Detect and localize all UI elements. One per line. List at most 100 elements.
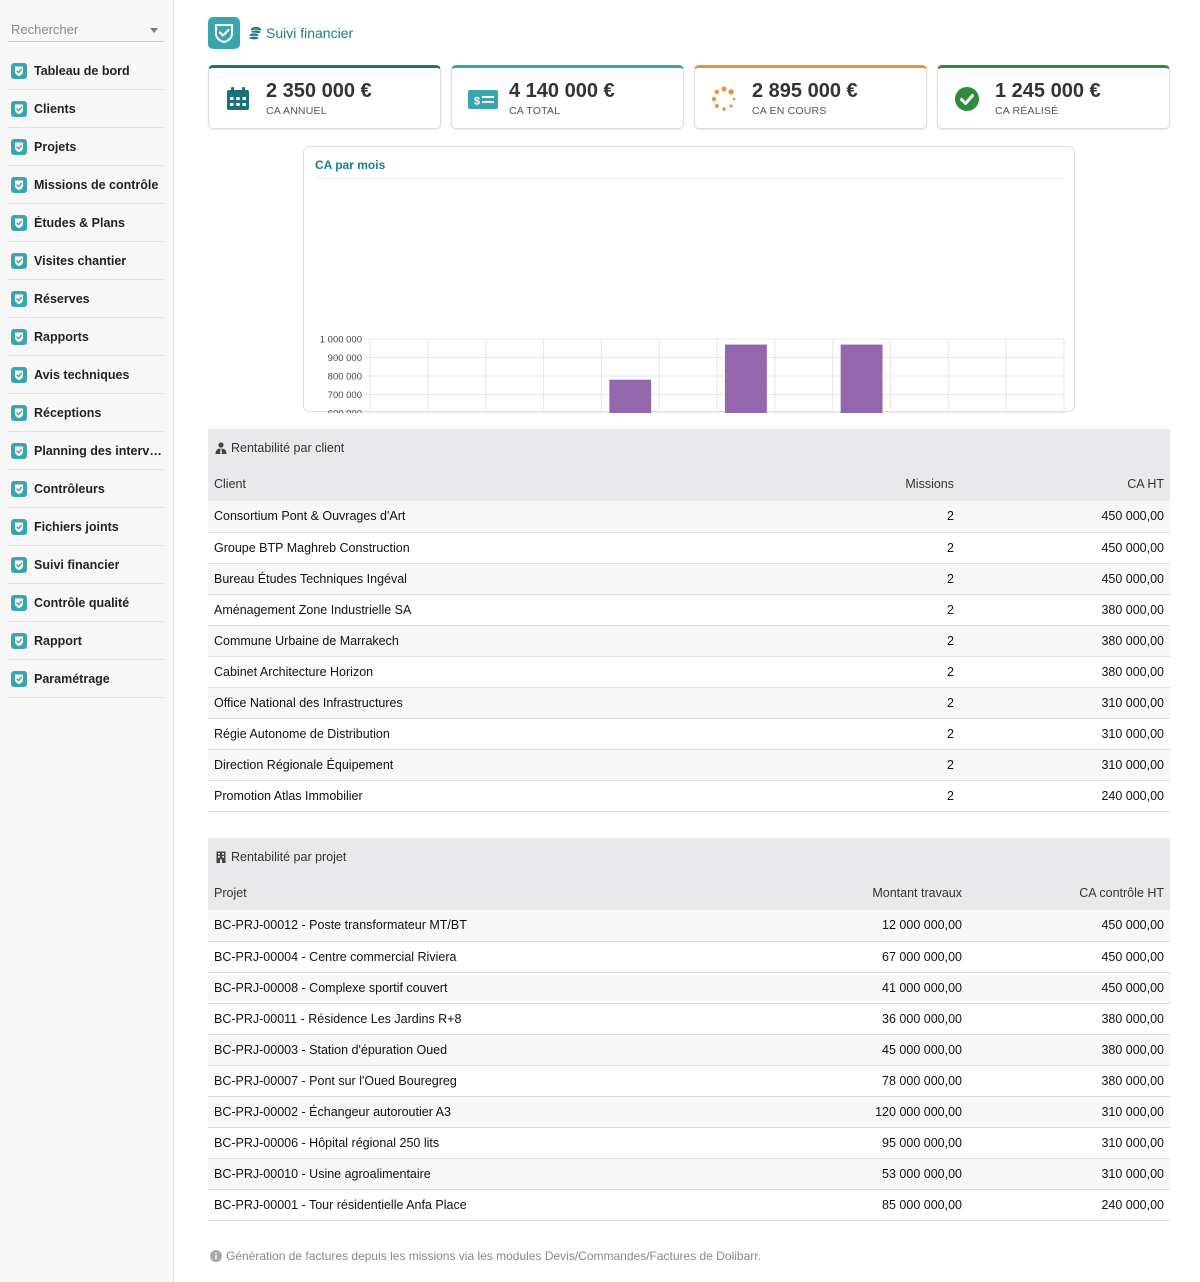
row-value-cell: 310 000,00 [960,749,1170,781]
sidebar-item-projets[interactable]: Projets [7,128,164,166]
shield-check-icon [11,594,27,611]
table-row[interactable]: Régie Autonome de Distribution 2 310 000,0… [208,718,1170,750]
sidebar-item-parametrage[interactable]: Paramétrage [7,660,164,698]
search-input[interactable] [8,18,138,40]
shield-check-icon [11,518,27,535]
table-row[interactable]: BC-PRJ-00003 - Station d'épuration Oued 4… [208,1034,1170,1066]
sidebar-item-label: Contrôleurs [34,481,105,496]
project-profitability-table: Projet Montant travaux CA contrôle HT BC… [208,875,1170,1221]
shield-check-icon [11,214,27,231]
table-row[interactable]: Office National des Infrastructures 2 310 … [208,687,1170,719]
row-value-cell: 2 [840,625,960,657]
sidebar-item-controleurs[interactable]: Contrôleurs [7,470,164,508]
shield-check-logo-icon[interactable] [208,17,240,49]
table-row[interactable]: Direction Régionale Équipement 2 310 000,0… [208,749,1170,781]
sidebar-item-planning-des-interventions[interactable]: Planning des interventions [7,432,164,470]
shield-check-icon [11,366,27,383]
table-row[interactable]: BC-PRJ-00001 - Tour résidentielle Anfa P… [208,1189,1170,1221]
column-header-ca-ht[interactable]: CA HT [960,466,1170,501]
kpi-value: 1 245 000 € [995,80,1101,102]
shield-check-icon [11,480,27,497]
sidebar-item-reserves[interactable]: Réserves [7,280,164,318]
chevron-down-icon[interactable] [150,28,158,33]
sidebar-item-rapport[interactable]: Rapport [7,622,164,660]
row-name-cell: Aménagement Zone Industrielle SA [208,594,840,626]
row-value-cell: 78 000 000,00 [738,1065,968,1097]
table-row[interactable]: Commune Urbaine de Marrakech 2 380 000,00 [208,625,1170,657]
table-row[interactable]: BC-PRJ-00007 - Pont sur l'Oued Bouregreg… [208,1065,1170,1097]
row-name-cell: BC-PRJ-00006 - Hôpital régional 250 lits [208,1127,738,1159]
bar-03-26[interactable] [840,344,883,413]
table-row[interactable]: BC-PRJ-00011 - Résidence Les Jardins R+8… [208,1003,1170,1035]
sidebar-item-label: Rapport [34,633,82,648]
sidebar-item-missions-de-controle[interactable]: Missions de contrôle [7,166,164,204]
row-value-cell: 380 000,00 [960,656,1170,688]
shield-check-icon [11,442,27,459]
column-header-missions[interactable]: Missions [840,466,960,501]
column-header-montant-travaux[interactable]: Montant travaux [738,875,968,910]
building-icon [216,851,226,863]
sidebar-item-label: Paramétrage [34,671,110,686]
bar-01-26[interactable] [725,344,767,413]
row-value-cell: 53 000 000,00 [738,1158,968,1190]
row-value-cell: 380 000,00 [960,625,1170,657]
row-value-cell: 12 000 000,00 [738,910,968,942]
table-row[interactable]: Promotion Atlas Immobilier 2 240 000,00 [208,780,1170,812]
table-row[interactable]: Consortium Pont & Ouvrages d'Art 2 450 000… [208,501,1170,533]
shield-check-icon [11,100,27,117]
table-row[interactable]: BC-PRJ-00010 - Usine agroalimentaire 53 0… [208,1158,1170,1190]
shield-check-icon [11,252,27,269]
table-header-row: Client Missions CA HT [208,466,1170,501]
sidebar-item-controle-qualite[interactable]: Contrôle qualité [7,584,164,622]
project-profitability-caption: Rentabilité par projet [208,838,1170,875]
column-header-client[interactable]: Client [208,466,840,501]
row-value-cell: 310 000,00 [968,1096,1170,1128]
kpi-label: CA TOTAL [509,105,561,117]
sidebar-item-avis-techniques[interactable]: Avis techniques [7,356,164,394]
column-header-ca-controle-ht[interactable]: CA contrôle HT [968,875,1170,910]
kpi-card-ca-annuel: 2 350 000 € CA ANNUEL [208,65,441,129]
table-row[interactable]: BC-PRJ-00008 - Complexe sportif couvert 4… [208,972,1170,1004]
row-name-cell: BC-PRJ-00001 - Tour résidentielle Anfa P… [208,1189,738,1221]
sidebar-item-receptions[interactable]: Réceptions [7,394,164,432]
table-row[interactable]: Aménagement Zone Industrielle SA 2 380 000… [208,594,1170,626]
table-row[interactable]: BC-PRJ-00006 - Hôpital régional 250 lits… [208,1127,1170,1159]
kpi-card-ca-en-cours: 2 895 000 € CA EN COURS [694,65,927,129]
sidebar-item-label: Fichiers joints [34,519,119,534]
table-row[interactable]: BC-PRJ-00002 - Échangeur autoroutier A3 1… [208,1096,1170,1128]
y-tick-label: 900 000 [328,353,362,364]
row-value-cell: 310 000,00 [960,718,1170,750]
sidebar: Tableau de bord Clients Projets Missions de… [0,0,174,1282]
sidebar-item-label: Rapports [34,329,89,344]
row-value-cell: 2 [840,532,960,564]
client-profitability-caption: Rentabilité par client [208,429,1170,466]
sidebar-item-etudes-plans[interactable]: Études & Plans [7,204,164,242]
row-name-cell: BC-PRJ-00003 - Station d'épuration Oued [208,1034,738,1066]
page-title: Suivi financier [266,25,354,41]
sidebar-item-suivi-financier[interactable]: Suivi financier [7,546,164,584]
table-row[interactable]: BC-PRJ-00004 - Centre commercial Riviera… [208,941,1170,973]
footnote: Génération de factures depuis les missio… [210,1249,761,1263]
sidebar-item-label: Planning des interventions [34,443,164,458]
row-value-cell: 2 [840,780,960,812]
row-value-cell: 240 000,00 [960,780,1170,812]
sidebar-item-rapports[interactable]: Rapports [7,318,164,356]
shield-check-icon [11,138,27,155]
table-row[interactable]: Groupe BTP Maghreb Construction 2 450 000,… [208,532,1170,564]
sidebar-item-fichiers-joints[interactable]: Fichiers joints [7,508,164,546]
search-combobox[interactable] [8,18,164,42]
row-value-cell: 380 000,00 [968,1065,1170,1097]
sidebar-item-tableau-de-bord[interactable]: Tableau de bord [7,52,164,90]
table-row[interactable]: Bureau Études Techniques Ingéval 2 450 000… [208,563,1170,595]
sidebar-item-clients[interactable]: Clients [7,90,164,128]
info-circle-icon [210,1250,222,1262]
bar-11-25[interactable] [609,379,652,413]
calendar-icon [227,87,249,110]
table-row[interactable]: Cabinet Architecture Horizon 2 380 000,00 [208,656,1170,688]
row-name-cell: Régie Autonome de Distribution [208,718,840,750]
sidebar-item-visites-chantier[interactable]: Visites chantier [7,242,164,280]
table-row[interactable]: BC-PRJ-00012 - Poste transformateur MT/B… [208,910,1170,942]
column-header-projet[interactable]: Projet [208,875,738,910]
